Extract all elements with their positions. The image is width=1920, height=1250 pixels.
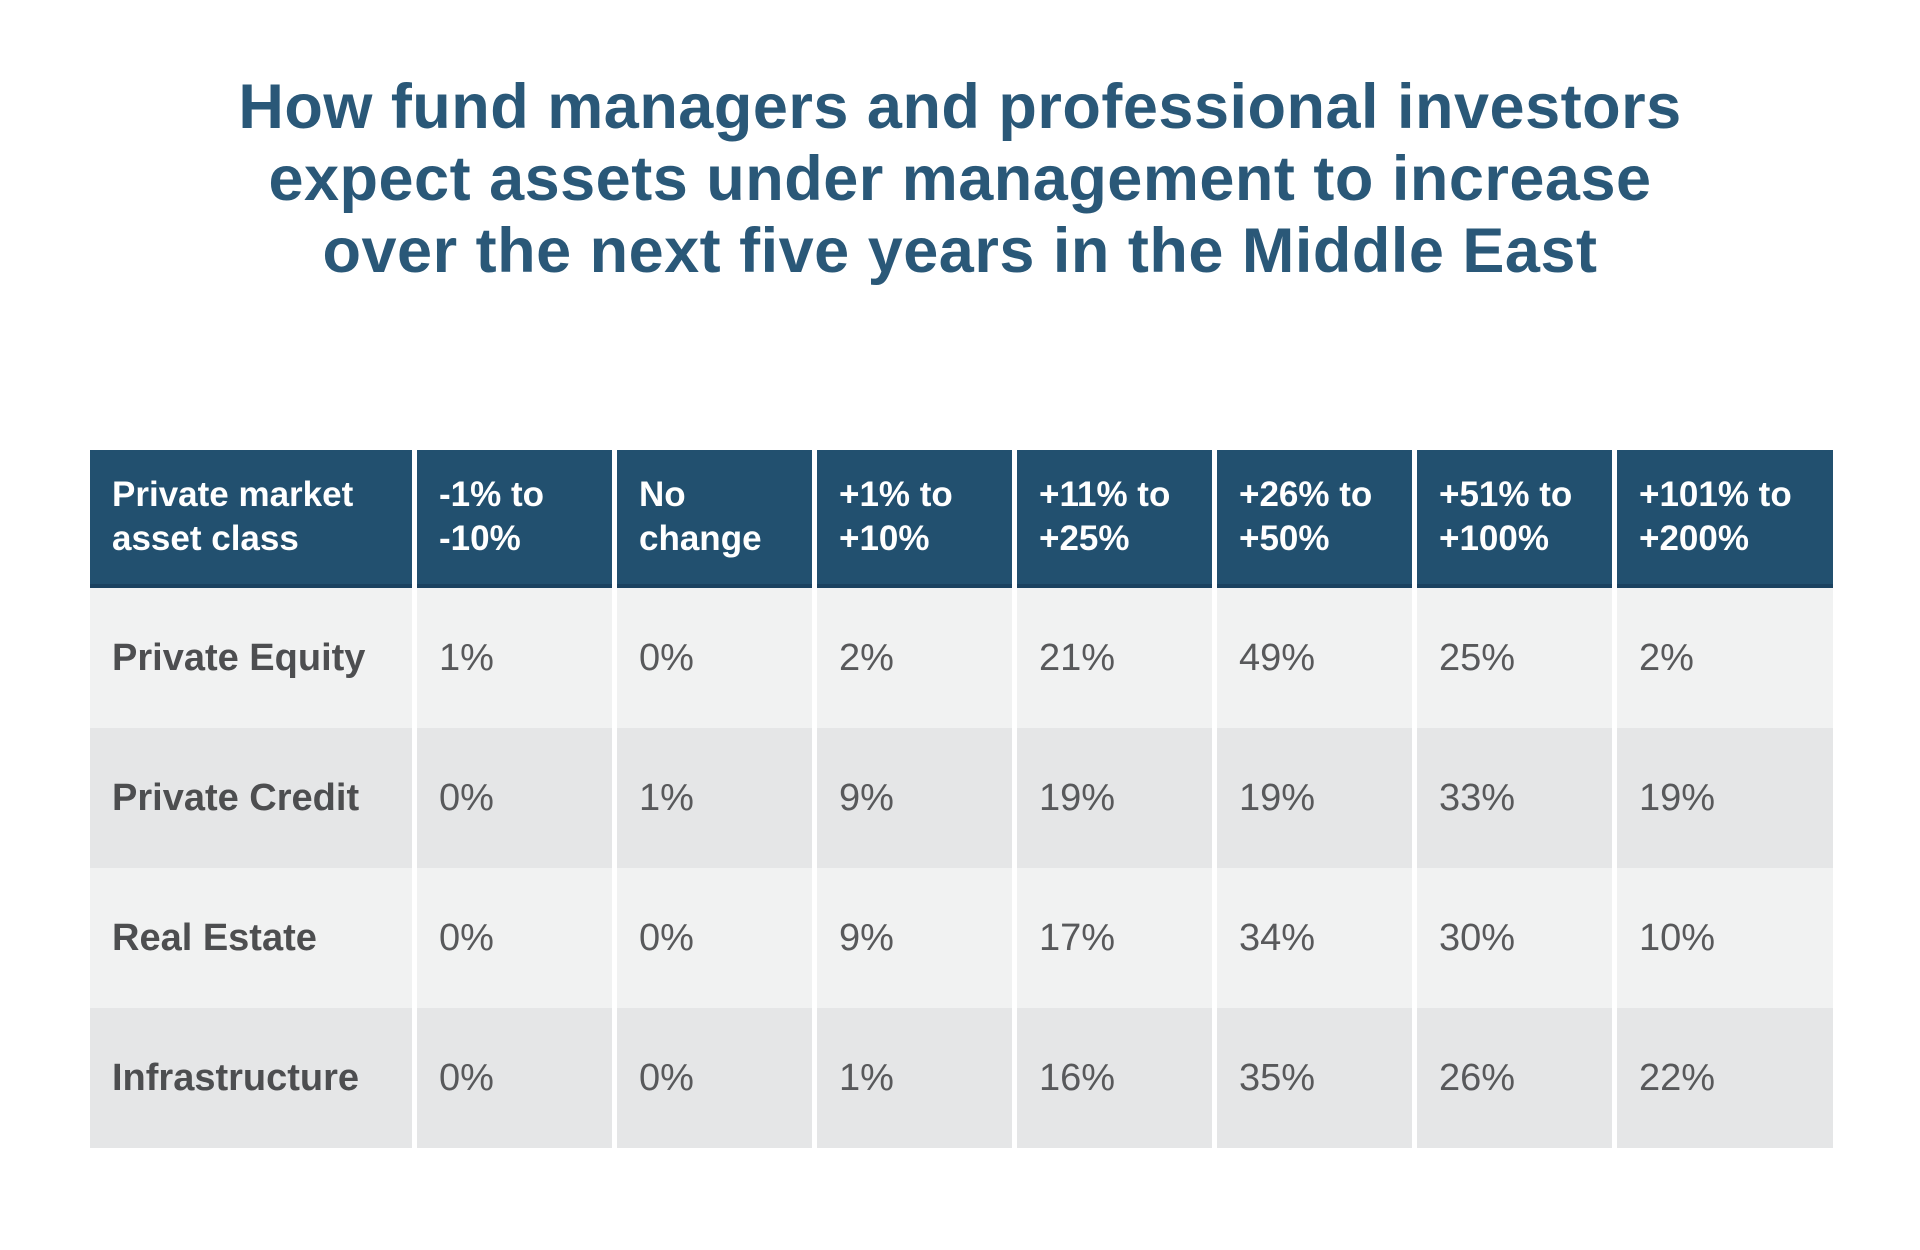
table-cell: 10% — [1617, 868, 1833, 1008]
table-cell: 0% — [617, 1008, 812, 1148]
column-header-11-25: +11% to +25% — [1017, 450, 1212, 588]
title-line-2: expect assets under management to increa… — [268, 143, 1652, 214]
table-cell: 0% — [417, 1008, 612, 1148]
column-header-1-10: +1% to +10% — [817, 450, 1012, 588]
table-cell: 2% — [817, 588, 1012, 728]
table-cell: 9% — [817, 728, 1012, 868]
row-label: Private Credit — [90, 728, 412, 868]
aum-expectation-table: Private market asset class -1% to -10% N… — [90, 450, 1833, 1148]
table-cell: 1% — [617, 728, 812, 868]
table-header-row: Private market asset class -1% to -10% N… — [90, 450, 1833, 588]
table-row-private-equity: Private Equity 1% 0% 2% 21% 49% 25% 2% — [90, 588, 1833, 728]
column-header-asset-class: Private market asset class — [90, 450, 412, 588]
table-cell: 25% — [1417, 588, 1612, 728]
column-header-101-200: +101% to +200% — [1617, 450, 1833, 588]
table-cell: 0% — [417, 728, 612, 868]
table-cell: 19% — [1617, 728, 1833, 868]
row-label: Infrastructure — [90, 1008, 412, 1148]
column-header-51-100: +51% to +100% — [1417, 450, 1612, 588]
table-cell: 9% — [817, 868, 1012, 1008]
table-cell: 30% — [1417, 868, 1612, 1008]
table-cell: 19% — [1017, 728, 1212, 868]
table-row-infrastructure: Infrastructure 0% 0% 1% 16% 35% 26% 22% — [90, 1008, 1833, 1148]
table-cell: 1% — [417, 588, 612, 728]
column-header-neg1-neg10: -1% to -10% — [417, 450, 612, 588]
column-header-no-change: No change — [617, 450, 812, 588]
table-cell: 34% — [1217, 868, 1412, 1008]
table-cell: 21% — [1017, 588, 1212, 728]
table-cell: 16% — [1017, 1008, 1212, 1148]
column-header-26-50: +26% to +50% — [1217, 450, 1412, 588]
table-cell: 0% — [417, 868, 612, 1008]
table-cell: 33% — [1417, 728, 1612, 868]
table-cell: 26% — [1417, 1008, 1612, 1148]
table-cell: 17% — [1017, 868, 1212, 1008]
table-cell: 0% — [617, 588, 812, 728]
table-cell: 35% — [1217, 1008, 1412, 1148]
table-cell: 1% — [817, 1008, 1012, 1148]
row-label: Real Estate — [90, 868, 412, 1008]
row-label: Private Equity — [90, 588, 412, 728]
table-cell: 2% — [1617, 588, 1833, 728]
title-line-3: over the next five years in the Middle E… — [322, 215, 1598, 286]
table-cell: 19% — [1217, 728, 1412, 868]
table-cell: 49% — [1217, 588, 1412, 728]
table-row-private-credit: Private Credit 0% 1% 9% 19% 19% 33% 19% — [90, 728, 1833, 868]
table-cell: 22% — [1617, 1008, 1833, 1148]
table-row-real-estate: Real Estate 0% 0% 9% 17% 34% 30% 10% — [90, 868, 1833, 1008]
page-title: How fund managers and professional inves… — [0, 72, 1920, 287]
table-cell: 0% — [617, 868, 812, 1008]
title-line-1: How fund managers and professional inves… — [238, 72, 1682, 142]
